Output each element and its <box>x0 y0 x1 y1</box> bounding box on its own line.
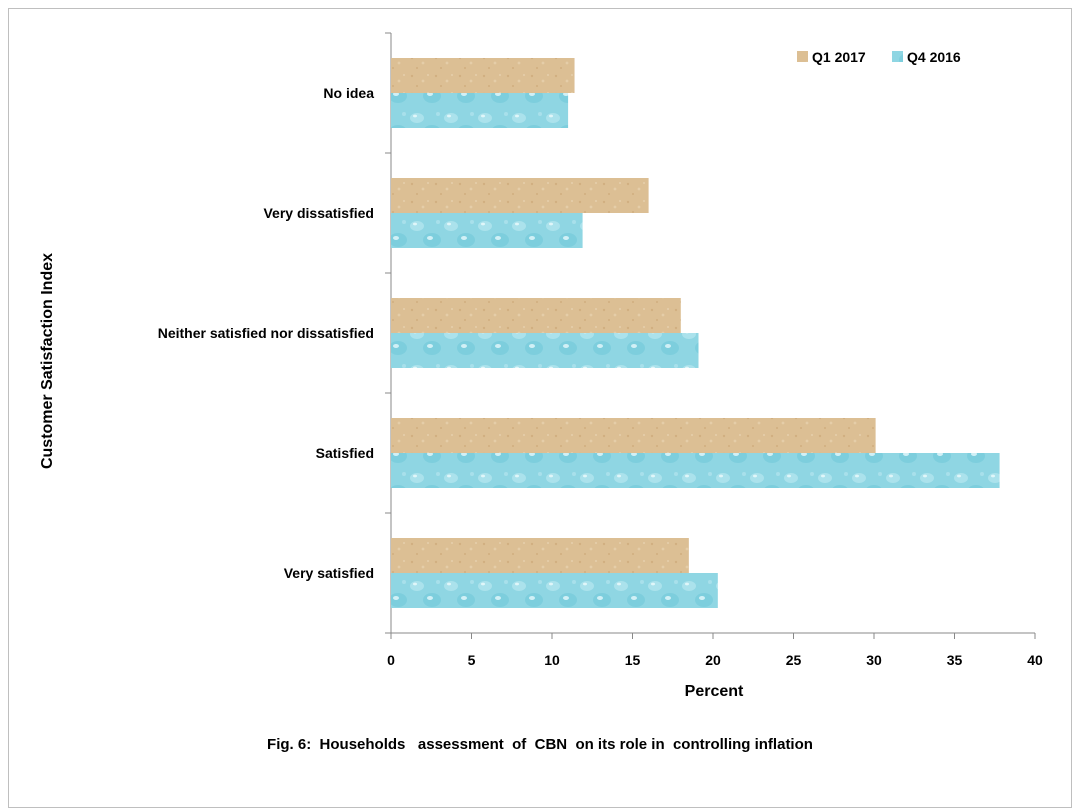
x-axis-title: Percent <box>685 683 744 700</box>
x-tick-label: 35 <box>947 652 963 668</box>
bar-q4-2016 <box>391 453 1000 488</box>
category-label: Neither satisfied nor dissatisfied <box>158 325 374 341</box>
chart-frame <box>8 8 1072 808</box>
legend-label: Q1 2017 <box>812 49 866 65</box>
legend-label: Q4 2016 <box>907 49 961 65</box>
y-axis-title: Customer Satisfaction Index <box>39 253 56 469</box>
x-tick-label: 10 <box>544 652 560 668</box>
bars-group <box>391 58 1000 608</box>
bar-q1-2017 <box>391 418 876 453</box>
x-tick-label: 15 <box>625 652 641 668</box>
x-tick-label: 0 <box>387 652 395 668</box>
category-label: No idea <box>323 85 374 101</box>
category-label: Very dissatisfied <box>263 205 374 221</box>
figure-caption: Fig. 6: Households assessment of CBN on … <box>267 736 813 753</box>
legend-swatch-q1-2017 <box>797 51 808 62</box>
x-tick-label: 40 <box>1027 652 1043 668</box>
bar-q1-2017 <box>391 298 681 333</box>
category-label: Satisfied <box>316 445 374 461</box>
bar-q4-2016 <box>391 213 583 248</box>
category-label: Very satisfied <box>284 565 374 581</box>
bar-q1-2017 <box>391 538 689 573</box>
x-tick-label: 30 <box>866 652 882 668</box>
bar-q4-2016 <box>391 573 718 608</box>
x-tick-label: 5 <box>468 652 476 668</box>
x-tick-labels: 0 5 10 15 20 25 30 35 40 <box>387 652 1043 668</box>
legend: Q1 2017 Q4 2016 <box>797 49 961 65</box>
bar-chart: Very satisfied Satisfied Neither satisfied… <box>39 32 1043 700</box>
x-tick-label: 25 <box>786 652 802 668</box>
category-labels: Very satisfied Satisfied Neither satisfied… <box>158 85 374 581</box>
legend-swatch-q4-2016 <box>892 51 903 62</box>
bar-q1-2017 <box>391 58 575 93</box>
bar-q4-2016 <box>391 93 569 128</box>
bar-q1-2017 <box>391 178 649 213</box>
x-tick-label: 20 <box>705 652 721 668</box>
bar-q4-2016 <box>391 333 699 368</box>
